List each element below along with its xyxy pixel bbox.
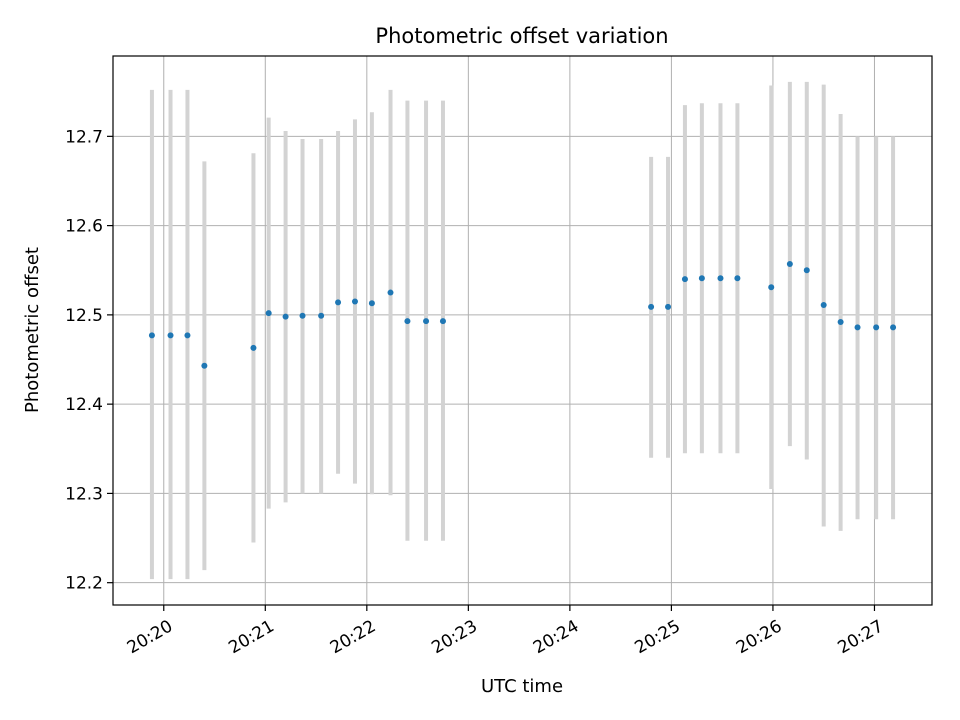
data-point	[184, 332, 191, 339]
data-point	[820, 302, 827, 309]
data-point	[387, 289, 394, 296]
y-tick-label: 12.5	[65, 306, 103, 326]
data-point	[368, 300, 375, 307]
data-point	[698, 275, 705, 282]
y-axis-ticks: 12.2 12.3 12.4 12.5 12.6 12.7	[65, 127, 113, 594]
data-point	[854, 324, 861, 331]
data-point	[890, 324, 897, 331]
y-tick-label: 12.7	[65, 127, 103, 147]
data-point	[439, 318, 446, 325]
data-point	[665, 303, 672, 310]
data-point	[148, 332, 155, 339]
data-point	[786, 260, 793, 267]
data-point	[299, 312, 306, 319]
data-point	[423, 318, 430, 325]
y-axis-label: Photometric offset	[22, 247, 43, 413]
data-point	[351, 298, 358, 305]
data-point	[717, 275, 724, 282]
data-point	[318, 312, 325, 319]
data-point	[768, 284, 775, 291]
y-tick-label: 12.6	[65, 217, 103, 237]
data-point	[873, 324, 880, 331]
data-point	[265, 310, 272, 317]
data-point	[167, 332, 174, 339]
data-point	[803, 267, 810, 274]
data-point	[201, 362, 208, 369]
y-tick-label: 12.3	[65, 484, 103, 504]
grid-lines	[113, 56, 932, 605]
y-tick-label: 12.4	[65, 395, 103, 415]
chart-title: Photometric offset variation	[375, 24, 668, 48]
data-point	[648, 303, 655, 310]
y-tick-label: 12.2	[65, 574, 103, 594]
axes-frame	[112, 55, 933, 606]
data-point	[837, 319, 844, 326]
x-axis-label: UTC time	[481, 676, 563, 697]
data-point	[250, 344, 257, 351]
data-points	[148, 260, 897, 369]
data-point	[335, 299, 342, 306]
data-point	[734, 275, 741, 282]
data-point	[681, 276, 688, 283]
data-point	[282, 313, 289, 320]
data-point	[404, 318, 411, 325]
